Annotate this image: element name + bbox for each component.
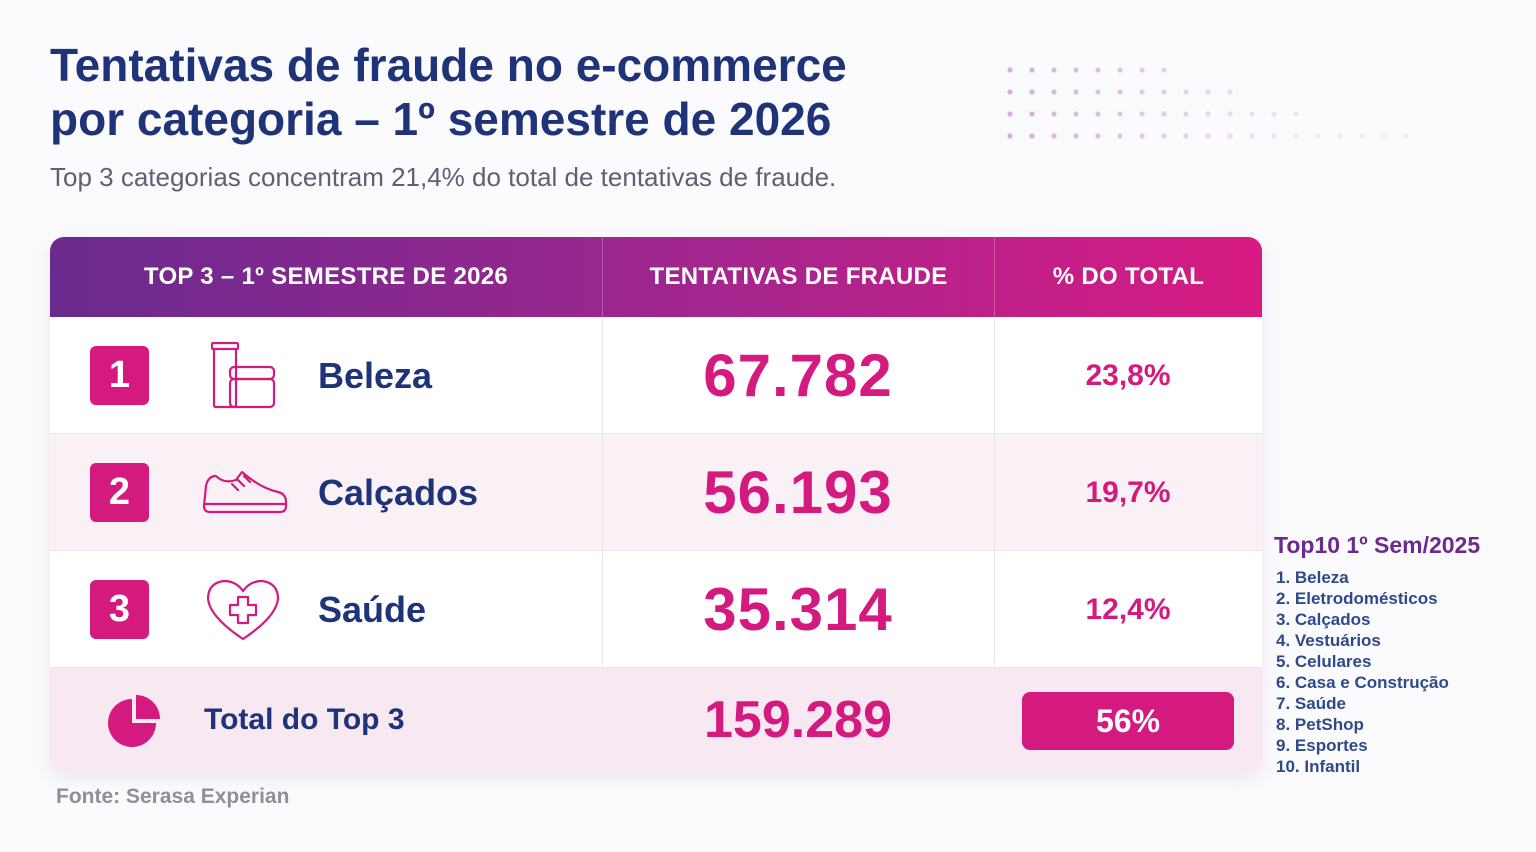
decorative-dot	[1183, 133, 1189, 139]
page-title: Tentativas de fraude no e-commerce por c…	[50, 38, 950, 146]
decorative-dot	[1161, 111, 1167, 117]
decorative-dot	[1073, 89, 1079, 95]
fraud-table: TOP 3 – 1º SEMESTRE DE 2026 TENTATIVAS D…	[50, 237, 1262, 772]
table-row: 3 Saúde 35.314 12,4%	[50, 551, 1262, 668]
percent-value: 23,8%	[1085, 358, 1171, 392]
list-item: 10. Infantil	[1276, 757, 1361, 776]
decorative-dot	[1007, 133, 1013, 139]
percent-value: 19,7%	[1085, 475, 1171, 509]
rank-badge: 3	[90, 580, 149, 639]
decorative-dot	[1073, 111, 1079, 117]
decorative-dot	[1183, 111, 1189, 117]
sneaker-icon	[202, 470, 288, 514]
decorative-dot	[1139, 111, 1145, 117]
column-header-category: TOP 3 – 1º SEMESTRE DE 2026	[143, 263, 509, 290]
decorative-dot	[1337, 133, 1343, 139]
decorative-dot	[1051, 111, 1057, 117]
decorative-dot	[1073, 67, 1079, 73]
decorative-dot	[1293, 133, 1299, 139]
decorative-dot	[1183, 89, 1189, 95]
total-row: Total do Top 3 159.289 56%	[50, 668, 1262, 772]
page-subtitle: Top 3 categorias concentram 21,4% do tot…	[50, 162, 837, 192]
attempts-value: 56.193	[703, 459, 893, 526]
list-item: 6. Casa e Construção	[1276, 673, 1449, 692]
decorative-dot	[1205, 89, 1211, 95]
decorative-dot	[1051, 133, 1057, 139]
total-percent-badge: 56%	[1022, 692, 1234, 750]
decorative-dot	[1249, 111, 1255, 117]
category-name: Calçados	[318, 471, 479, 513]
decorative-dot	[1007, 111, 1013, 117]
decorative-dot	[1205, 133, 1211, 139]
decorative-dot	[1205, 111, 1211, 117]
decorative-dot	[1117, 89, 1123, 95]
decorative-dot	[1381, 133, 1387, 139]
decorative-dot	[1095, 111, 1101, 117]
decorative-dot	[1359, 133, 1365, 139]
category-name: Beleza	[318, 354, 433, 396]
sidebar-title: Top10 1º Sem/2025	[1274, 532, 1481, 558]
top10-list: 1. Beleza 2. Eletrodomésticos 3. Calçado…	[1274, 567, 1524, 777]
list-item: 9. Esportes	[1276, 736, 1368, 755]
decorative-dot	[1139, 89, 1145, 95]
cosmetics-icon	[210, 341, 276, 409]
table-header: TOP 3 – 1º SEMESTRE DE 2026 TENTATIVAS D…	[50, 237, 1262, 317]
decorative-dot	[1117, 67, 1123, 73]
decorative-dot	[1315, 133, 1321, 139]
list-item: 3. Calçados	[1276, 610, 1371, 629]
attempts-value: 67.782	[703, 342, 893, 409]
decorative-dot	[1007, 67, 1013, 73]
decorative-dot	[1271, 133, 1277, 139]
decorative-dot	[1029, 133, 1035, 139]
top10-sidebar: Top10 1º Sem/2025 1. Beleza 2. Eletrodom…	[1274, 532, 1524, 777]
decorative-dot	[1227, 133, 1233, 139]
decorative-dot	[1249, 133, 1255, 139]
rank-badge: 2	[90, 463, 149, 522]
category-name: Saúde	[318, 588, 427, 630]
heart-cross-icon	[206, 579, 280, 641]
title-line-1: Tentativas de fraude no e-commerce	[50, 39, 847, 91]
decorative-dot	[1293, 111, 1299, 117]
percent-value: 12,4%	[1085, 592, 1171, 626]
decorative-dot	[1161, 89, 1167, 95]
decorative-dot	[1117, 111, 1123, 117]
decorative-dot	[1271, 111, 1277, 117]
list-item: 4. Vestuários	[1276, 631, 1381, 650]
decorative-dot	[1117, 133, 1123, 139]
list-item: 2. Eletrodomésticos	[1276, 589, 1438, 608]
rank-badge: 1	[90, 346, 149, 405]
decorative-dots	[1007, 67, 1409, 139]
table-row: 2 Calçados 56.193 19,7%	[50, 434, 1262, 551]
decorative-dot	[1007, 89, 1013, 95]
total-label: Total do Top 3	[204, 703, 405, 736]
source-note: Fonte: Serasa Experian	[56, 785, 290, 808]
decorative-dot	[1029, 67, 1035, 73]
decorative-dot	[1095, 67, 1101, 73]
decorative-dot	[1073, 133, 1079, 139]
decorative-dot	[1161, 133, 1167, 139]
decorative-dot	[1139, 133, 1145, 139]
decorative-dot	[1051, 89, 1057, 95]
decorative-dot	[1095, 133, 1101, 139]
decorative-dot	[1029, 89, 1035, 95]
list-item: 1. Beleza	[1276, 568, 1349, 587]
decorative-dot	[1095, 89, 1101, 95]
attempts-value: 35.314	[703, 576, 893, 643]
decorative-dot	[1227, 89, 1233, 95]
list-item: 8. PetShop	[1276, 715, 1364, 734]
decorative-dot	[1403, 133, 1409, 139]
list-item: 5. Celulares	[1276, 652, 1372, 671]
decorative-dot	[1029, 111, 1035, 117]
decorative-dot	[1051, 67, 1057, 73]
pie-chart-icon	[108, 695, 160, 747]
decorative-dot	[1161, 67, 1167, 73]
decorative-dot	[1227, 111, 1233, 117]
decorative-dot	[1139, 67, 1145, 73]
title-line-2: por categoria – 1º semestre de 2026	[50, 93, 832, 145]
list-item: 7. Saúde	[1276, 694, 1346, 713]
column-header-attempts: TENTATIVAS DE FRAUDE	[602, 237, 994, 317]
total-value: 159.289	[704, 691, 892, 749]
table-row: 1 Beleza 67.782 23,8%	[50, 317, 1262, 434]
column-header-percent: % DO TOTAL	[994, 237, 1262, 317]
